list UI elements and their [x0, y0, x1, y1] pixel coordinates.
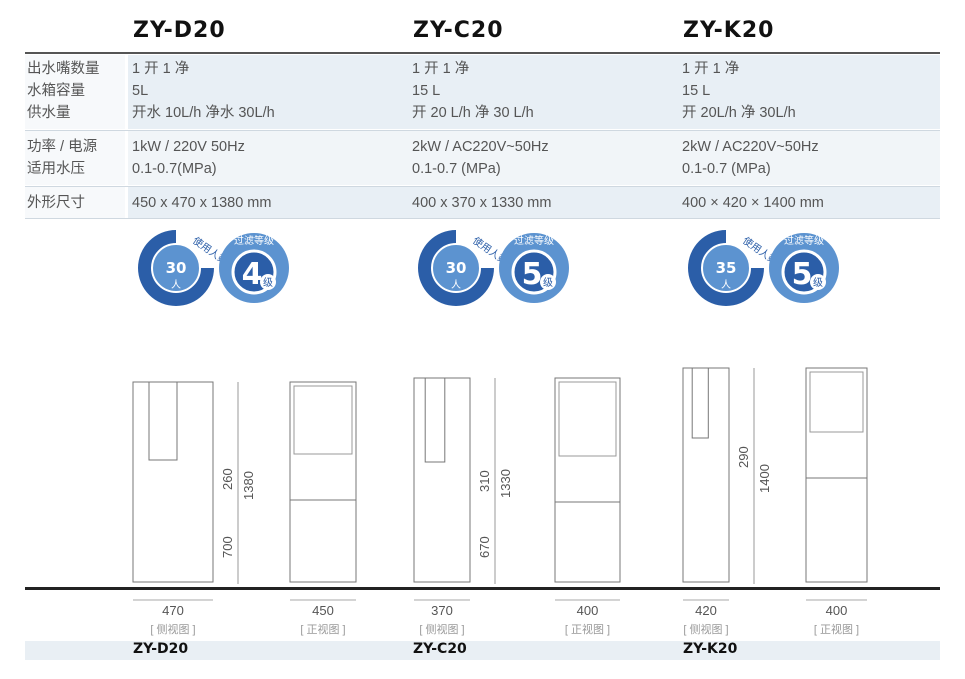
spec-value: 15 L — [682, 83, 711, 99]
model-title-c20: ZY-C20 — [413, 18, 504, 43]
spec-value: 1 开 1 净 — [412, 61, 470, 77]
users-unit: 人 — [171, 279, 181, 291]
filter-level: 4 — [242, 257, 263, 292]
dimension-drawings: 1380 260 700 470 450 [ 侧视图 ] [ 正视图 ] 1330 310 67… — [25, 367, 940, 636]
spec-value: 450 x 470 x 1380 mm — [132, 195, 272, 211]
height-total-label: 1380 — [241, 471, 256, 500]
spec-value: 开水 10L/h 净水 30L/h — [132, 105, 275, 121]
filter-label: 过滤等级 — [784, 234, 824, 247]
filter-label: 过滤等级 — [234, 234, 274, 247]
spec-value: 2kW / AC220V~50Hz — [412, 139, 549, 155]
side-view-caption: [ 侧视图 ] — [150, 622, 195, 636]
spec-value: 400 x 370 x 1330 mm — [412, 195, 552, 211]
front-width-label: 450 — [312, 603, 334, 618]
users-unit: 人 — [721, 279, 731, 291]
side-view-drawing — [682, 367, 730, 583]
label-supply: 供水量 — [27, 105, 71, 121]
filter-unit: 级 — [543, 277, 553, 289]
filter-level: 5 — [522, 257, 543, 292]
ground-line — [25, 587, 940, 590]
footer-model-c20: ZY-C20 — [413, 641, 467, 657]
height-total-label: 1400 — [757, 464, 772, 493]
spec-value: 2kW / AC220V~50Hz — [682, 139, 819, 155]
label-pressure: 适用水压 — [27, 161, 85, 177]
spec-value: 400 × 420 × 1400 mm — [682, 195, 824, 211]
front-view-drawing — [805, 367, 868, 583]
upper-height-label: 310 — [477, 470, 492, 492]
front-view-caption: [ 正视图 ] — [300, 622, 345, 636]
filter-level: 5 — [792, 257, 813, 292]
label-dimensions: 外形尺寸 — [27, 195, 85, 211]
spec-value: 开 20L/h 净 30L/h — [682, 105, 796, 121]
spec-value: 15 L — [412, 83, 441, 99]
filter-unit: 级 — [263, 277, 273, 289]
label-outlets: 出水嘴数量 — [27, 61, 100, 77]
spec-value: 5L — [132, 83, 149, 99]
front-width-label: 400 — [826, 603, 848, 618]
users-unit: 人 — [451, 279, 461, 291]
users-ring-icon — [418, 230, 494, 306]
usage-badges: 30 人 使用人数 过滤等级 5 级 — [418, 230, 569, 306]
spec-value: 1kW / 220V 50Hz — [132, 139, 245, 155]
upper-height-label: 260 — [220, 468, 235, 490]
front-view-drawing — [554, 377, 621, 583]
spec-value: 1 开 1 净 — [132, 61, 190, 77]
label-power: 功率 / 电源 — [27, 139, 98, 155]
side-view-caption: [ 侧视图 ] — [419, 622, 464, 636]
lower-height-label: 700 — [220, 536, 235, 558]
footer-model-k20: ZY-K20 — [683, 641, 738, 657]
label-tank: 水箱容量 — [27, 83, 85, 99]
height-total-label: 1330 — [498, 469, 513, 498]
users-count: 30 — [166, 259, 187, 277]
spec-value: 1 开 1 净 — [682, 61, 740, 77]
model-title-d20: ZY-D20 — [133, 18, 226, 43]
divider — [25, 52, 940, 54]
spec-value: 0.1-0.7(MPa) — [132, 161, 217, 177]
usage-badges: 35 人 使用人数 过滤等级 5 级 — [688, 230, 839, 306]
model-title-k20: ZY-K20 — [683, 18, 775, 43]
front-view-caption: [ 正视图 ] — [565, 622, 610, 636]
usage-badges: 30 人 使用人数 过滤等级 4 级 — [138, 230, 289, 306]
spec-row-3 — [25, 187, 940, 218]
spec-row-1 — [25, 55, 940, 129]
front-view-drawing — [289, 381, 357, 583]
footer-model-d20: ZY-D20 — [133, 641, 189, 657]
spec-row-2 — [25, 131, 940, 185]
side-width-label: 420 — [695, 603, 717, 618]
filter-unit: 级 — [813, 277, 823, 289]
users-count: 30 — [446, 259, 467, 277]
users-count: 35 — [716, 259, 737, 277]
users-ring-icon — [688, 230, 764, 306]
side-width-label: 370 — [431, 603, 453, 618]
side-width-label: 470 — [162, 603, 184, 618]
side-view-drawing — [413, 377, 471, 583]
side-view-drawing — [132, 381, 214, 583]
front-view-caption: [ 正视图 ] — [814, 622, 859, 636]
lower-height-label: 670 — [477, 536, 492, 558]
spec-value: 0.1-0.7 (MPa) — [412, 161, 501, 177]
spec-value: 0.1-0.7 (MPa) — [682, 161, 771, 177]
filter-label: 过滤等级 — [514, 234, 554, 247]
side-view-caption: [ 侧视图 ] — [683, 622, 728, 636]
footer-band — [25, 641, 940, 660]
front-width-label: 400 — [577, 603, 599, 618]
spec-value: 开 20 L/h 净 30 L/h — [412, 105, 534, 121]
users-ring-icon — [138, 230, 214, 306]
upper-height-label: 290 — [736, 446, 751, 468]
